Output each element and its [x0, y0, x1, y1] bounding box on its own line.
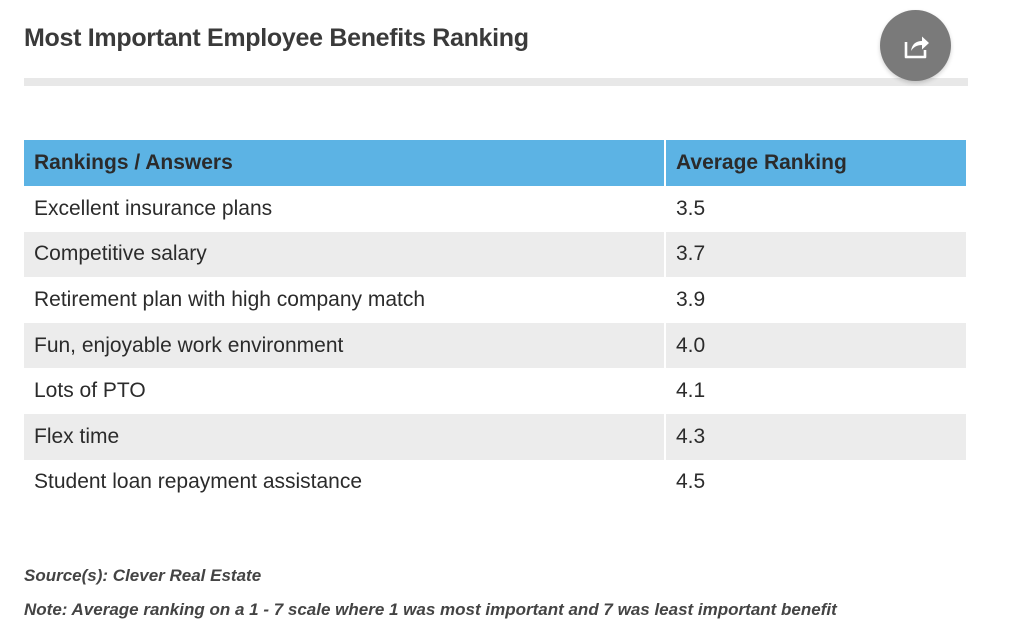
row-answer: Excellent insurance plans — [24, 186, 666, 232]
scale-note: Note: Average ranking on a 1 - 7 scale w… — [24, 600, 837, 619]
column-header-answers: Rankings / Answers — [24, 140, 666, 186]
title-divider — [24, 78, 968, 86]
row-answer: Student loan repayment assistance — [24, 459, 666, 506]
row-value: 3.5 — [666, 186, 966, 232]
row-value: 3.9 — [666, 277, 966, 323]
row-value: 4.1 — [666, 368, 966, 414]
share-icon — [904, 36, 929, 58]
table-row: Fun, enjoyable work environment 4.0 — [24, 322, 966, 369]
row-answer: Flex time — [24, 413, 666, 460]
row-answer: Competitive salary — [24, 231, 666, 278]
row-answer: Retirement plan with high company match — [24, 277, 666, 323]
table-row: Flex time 4.3 — [24, 413, 966, 460]
source-note: Source(s): Clever Real Estate — [24, 566, 262, 585]
table-row: Excellent insurance plans 3.5 — [24, 186, 966, 232]
rankings-table: Rankings / Answers Average Ranking Excel… — [24, 140, 966, 506]
table-header-row: Rankings / Answers Average Ranking — [24, 140, 966, 186]
row-value: 4.5 — [666, 459, 966, 506]
table-row: Student loan repayment assistance 4.5 — [24, 459, 966, 506]
column-header-average: Average Ranking — [666, 140, 966, 186]
share-button[interactable] — [880, 10, 951, 81]
table-row: Lots of PTO 4.1 — [24, 368, 966, 414]
chart-title: Most Important Employee Benefits Ranking — [24, 24, 529, 52]
row-answer: Fun, enjoyable work environment — [24, 322, 666, 369]
table-row: Competitive salary 3.7 — [24, 231, 966, 278]
table-row: Retirement plan with high company match … — [24, 277, 966, 323]
row-value: 4.0 — [666, 322, 966, 369]
row-value: 3.7 — [666, 231, 966, 278]
row-value: 4.3 — [666, 413, 966, 460]
row-answer: Lots of PTO — [24, 368, 666, 414]
